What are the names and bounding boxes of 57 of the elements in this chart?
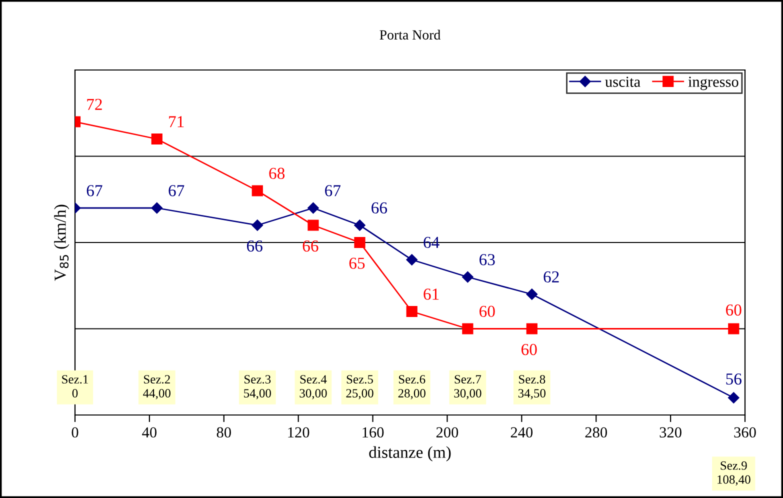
point (308, 220, 319, 231)
x-tick-label: 200 (436, 427, 458, 438)
data-label: 66 (246, 240, 262, 252)
data-label: 60 (522, 344, 537, 356)
x-tick-label: 0 (72, 427, 78, 438)
x-axis-title: distanze (m) (369, 446, 451, 462)
point (406, 254, 418, 266)
data-label: 67 (168, 185, 184, 196)
data-label: 56 (726, 373, 742, 385)
annotation: Sez.1 0 (62, 375, 88, 398)
data-label: 67 (325, 185, 341, 196)
point (526, 323, 538, 334)
point (354, 236, 366, 248)
annotation: Sez.6 28,00 (398, 375, 426, 400)
point (252, 185, 263, 196)
data-label: 60 (726, 304, 742, 316)
legend-label: ingresso (688, 76, 738, 90)
x-tick-label: 40 (142, 427, 156, 438)
point (151, 133, 162, 145)
x-tick-label: 80 (216, 427, 231, 438)
data-label: 68 (269, 168, 285, 180)
annotation: Sez.7 30,00 (454, 375, 482, 400)
data-label: 63 (480, 254, 495, 266)
annotation: Sez.4 30,00 (300, 375, 327, 400)
point (462, 271, 474, 283)
point (252, 220, 263, 231)
x-tick-label: 120 (288, 427, 310, 438)
annotation: Sez.2 44,00 (143, 375, 170, 400)
data-label: 71 (169, 116, 184, 128)
point (308, 202, 319, 214)
x-tick-label: 360 (734, 427, 756, 438)
data-label: 66 (372, 202, 388, 214)
x-tick-label: 320 (660, 427, 682, 438)
text: Sez.9 108,40 (718, 461, 750, 486)
data-label: 66 (302, 240, 318, 252)
x-tick-label: 280 (585, 427, 607, 438)
point (526, 288, 538, 300)
annotation: Sez.8 34,50 (518, 375, 546, 400)
data-label: 60 (480, 306, 495, 318)
chart-title: Porta Nord (380, 30, 440, 40)
data-label: 62 (544, 271, 559, 283)
x-tick-label: 240 (510, 427, 533, 438)
annotation: Sez.5 25,00 (346, 375, 374, 400)
point (151, 202, 162, 214)
legend-label: uscita (605, 76, 640, 87)
data-label: 61 (424, 288, 439, 300)
point (462, 323, 474, 334)
point (728, 323, 740, 334)
point (354, 220, 366, 231)
data-label: 67 (86, 185, 102, 196)
point (728, 392, 740, 404)
annotation: Sez.3 54,00 (244, 375, 271, 400)
point (406, 306, 418, 318)
x-tick-label: 160 (362, 427, 384, 438)
data-label: 65 (349, 258, 365, 269)
data-label: 72 (87, 98, 102, 110)
y-axis-title: V$_{85}$ (km/h) (54, 204, 70, 281)
